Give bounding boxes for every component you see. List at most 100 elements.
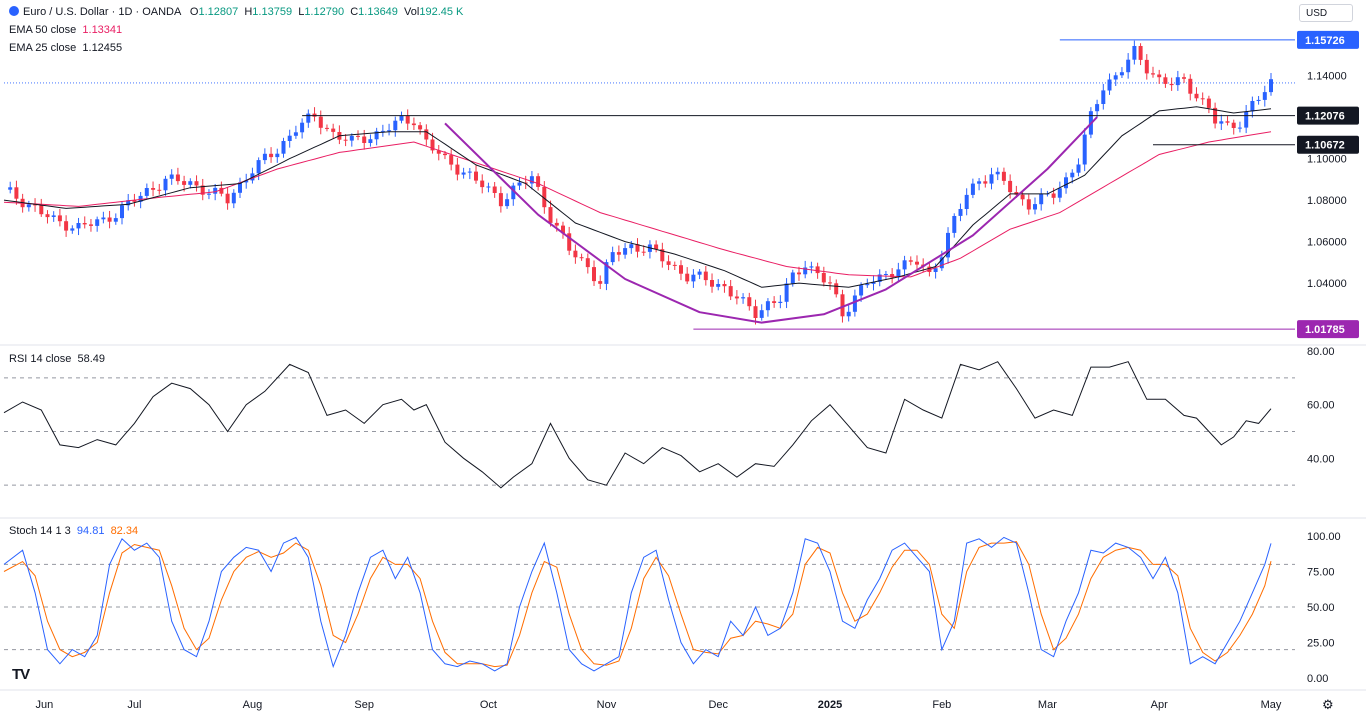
candle-body (39, 205, 44, 215)
candle-body (598, 281, 603, 284)
candle-body (325, 127, 329, 129)
time-tick-label: Sep (354, 699, 374, 711)
vol-label: Vol (404, 6, 420, 18)
candle-body (536, 176, 541, 187)
stoch-legend[interactable]: Stoch 14 1 3 94.81 82.34 (9, 525, 139, 537)
candle-body (300, 122, 305, 133)
candle-body (1014, 192, 1019, 195)
candle-body (1101, 90, 1106, 104)
candle-body (548, 207, 553, 223)
candle-body (64, 221, 69, 231)
candle-body (256, 160, 261, 174)
candle-body (511, 185, 516, 200)
rsi-line (3, 361, 1272, 489)
candle-body (293, 132, 298, 136)
candle-body (132, 200, 137, 202)
candle-body (1095, 104, 1100, 112)
candle-body (1206, 98, 1211, 108)
candle-body (734, 296, 739, 299)
price-level-badge (1297, 320, 1359, 339)
time-axis[interactable]: Jun Jul Aug Sep Oct Nov Dec 2025 Feb Mar Apr May (36, 699, 1282, 711)
candle-body (840, 294, 845, 317)
price-level-badge (1297, 30, 1359, 49)
rsi-legend[interactable]: RSI 14 close 58.49 (9, 353, 106, 365)
candle-body (834, 283, 839, 295)
candle-body (983, 181, 988, 184)
price-pane[interactable]: 1.140001.120001.100001.080001.060001.040… (0, 30, 1366, 346)
currency-selector[interactable]: USD (1299, 4, 1353, 22)
candle-body (995, 171, 1000, 175)
candle-body (1188, 78, 1193, 94)
price-tick-label: 1.08000 (1307, 195, 1347, 207)
candle-body (362, 136, 367, 143)
candle-body (225, 193, 230, 204)
price-tick-label: 1.10000 (1307, 154, 1347, 166)
stoch-tick-label: 75.00 (1307, 567, 1335, 579)
candle-body (908, 260, 913, 262)
candle-body (151, 188, 156, 190)
stoch-tick-label: 50.00 (1307, 602, 1335, 614)
open-label: O (189, 6, 199, 18)
candle-body (418, 125, 423, 130)
candle-body (356, 135, 360, 137)
candle-body (697, 271, 702, 275)
stoch-tick-label: 0.00 (1307, 673, 1328, 685)
time-tick-label: Apr (1151, 699, 1168, 711)
candle-body (436, 150, 441, 154)
gear-icon[interactable]: ⚙ (1322, 697, 1334, 712)
candle-body (76, 223, 81, 229)
time-tick-label: Jul (127, 699, 141, 711)
candle-body (859, 285, 864, 296)
candle-body (287, 135, 292, 141)
rsi-pane[interactable]: 80.00 60.00 40.00 (0, 346, 1366, 519)
candle-body (915, 261, 919, 265)
time-tick-label: Feb (932, 699, 951, 711)
candle-body (343, 139, 348, 141)
candle-body (747, 297, 752, 307)
candle-body (89, 224, 93, 226)
candle-body (169, 174, 174, 179)
time-tick-label: Aug (243, 699, 263, 711)
candle-body (281, 141, 286, 154)
candle-body (1157, 74, 1162, 78)
candle-body (1200, 98, 1205, 100)
candle-body (654, 244, 659, 250)
candle-body (275, 153, 280, 158)
candle-body (70, 228, 75, 231)
candle-body (865, 283, 870, 286)
candle-body (1020, 194, 1025, 200)
candle-body (741, 297, 746, 299)
candle-body (51, 215, 56, 217)
candle-body (182, 181, 187, 185)
rsi-tick-label: 60.00 (1307, 400, 1335, 412)
candle-body (809, 266, 814, 268)
candle-body (380, 130, 385, 132)
candle-body (877, 274, 882, 282)
candle-body (318, 116, 323, 128)
candle-body (1001, 171, 1006, 181)
cup-curve-drawing (444, 116, 1098, 324)
stoch-k-line (3, 536, 1272, 672)
candle-body (722, 284, 727, 287)
candle-body (262, 153, 267, 161)
candle-body (710, 280, 714, 287)
time-tick-label: Mar (1038, 699, 1057, 711)
candle-body (902, 260, 907, 270)
time-tick-label: Dec (708, 699, 728, 711)
candle-body (772, 301, 777, 303)
tradingview-logo-icon[interactable]: TV (12, 666, 30, 683)
candle-body (604, 262, 609, 284)
candle-body (573, 250, 578, 258)
candle-body (14, 187, 19, 199)
candle-body (474, 171, 478, 181)
candle-body (430, 139, 435, 151)
price-level-badge-label: 1.10672 (1305, 140, 1345, 152)
candle-body (57, 215, 62, 222)
stoch-pane[interactable]: 100.00 75.00 50.00 25.00 0.00 (0, 531, 1366, 691)
ema50-legend[interactable]: EMA 50 close 1.13341 (9, 24, 123, 36)
candle-body (1163, 77, 1168, 84)
ema25-legend[interactable]: EMA 25 close 1.12455 (9, 42, 123, 54)
candle-body (387, 130, 392, 132)
candle-body (126, 200, 131, 206)
